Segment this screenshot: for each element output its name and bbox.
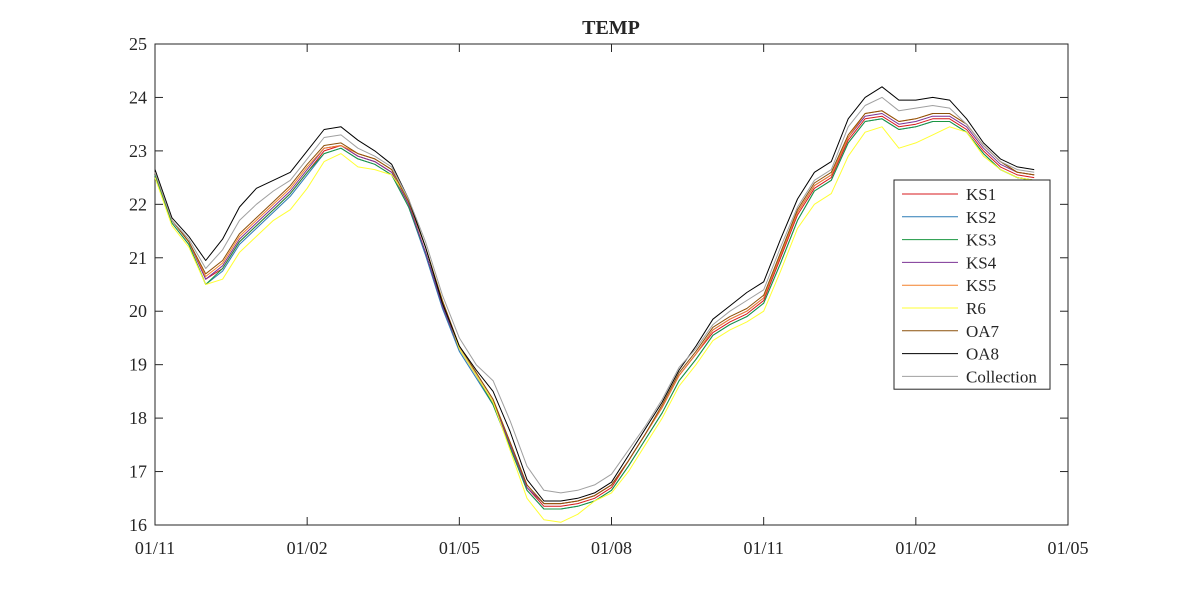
y-tick-label: 21 [129,248,147,268]
legend-label-ks2: KS2 [966,208,996,227]
y-tick-label: 24 [129,87,147,107]
legend-label-ks5: KS5 [966,276,996,295]
x-tick-label: 01/02 [287,538,328,558]
x-tick-label: 01/11 [743,538,783,558]
series-line-collection [154,96,1035,494]
x-tick-label: 01/05 [439,538,480,558]
y-tick-label: 19 [129,355,147,375]
legend-label-oa8: OA8 [966,345,999,364]
x-tick-label: 01/08 [591,538,632,558]
axis-layer: 16 17 18 19 20 21 22 23 24 25 01/11 01/02 01/05 01/08… [129,34,1089,558]
legend-label-oa7: OA7 [966,322,1000,341]
chart-title: TEMP [582,17,640,39]
legend: KS1 KS2 KS3 KS4 KS5 R6 OA7 OA8 Collection [893,179,1051,390]
x-tick-label: 01/02 [895,538,936,558]
x-tick-label: 01/05 [1047,538,1088,558]
legend-label-ks1: KS1 [966,185,996,204]
y-tick-label: 22 [129,194,147,214]
x-tick-label: 01/11 [135,538,175,558]
series-layer [154,86,1035,523]
series-line-oa7 [154,110,1035,505]
legend-box [893,179,1051,390]
y-tick-label: 23 [129,141,147,161]
series-line-r6 [154,126,1035,523]
y-tick-label: 18 [129,408,147,428]
legend-label-collection: Collection [966,367,1037,386]
y-tick-label: 20 [129,301,147,321]
series-line-oa8 [154,86,1035,502]
legend-label-ks4: KS4 [966,253,997,272]
legend-label-r6: R6 [966,299,986,318]
y-tick-label: 16 [129,515,147,535]
legend-label-ks3: KS3 [966,231,996,250]
y-tick-label: 17 [129,462,147,482]
y-tick-label: 25 [129,34,147,54]
